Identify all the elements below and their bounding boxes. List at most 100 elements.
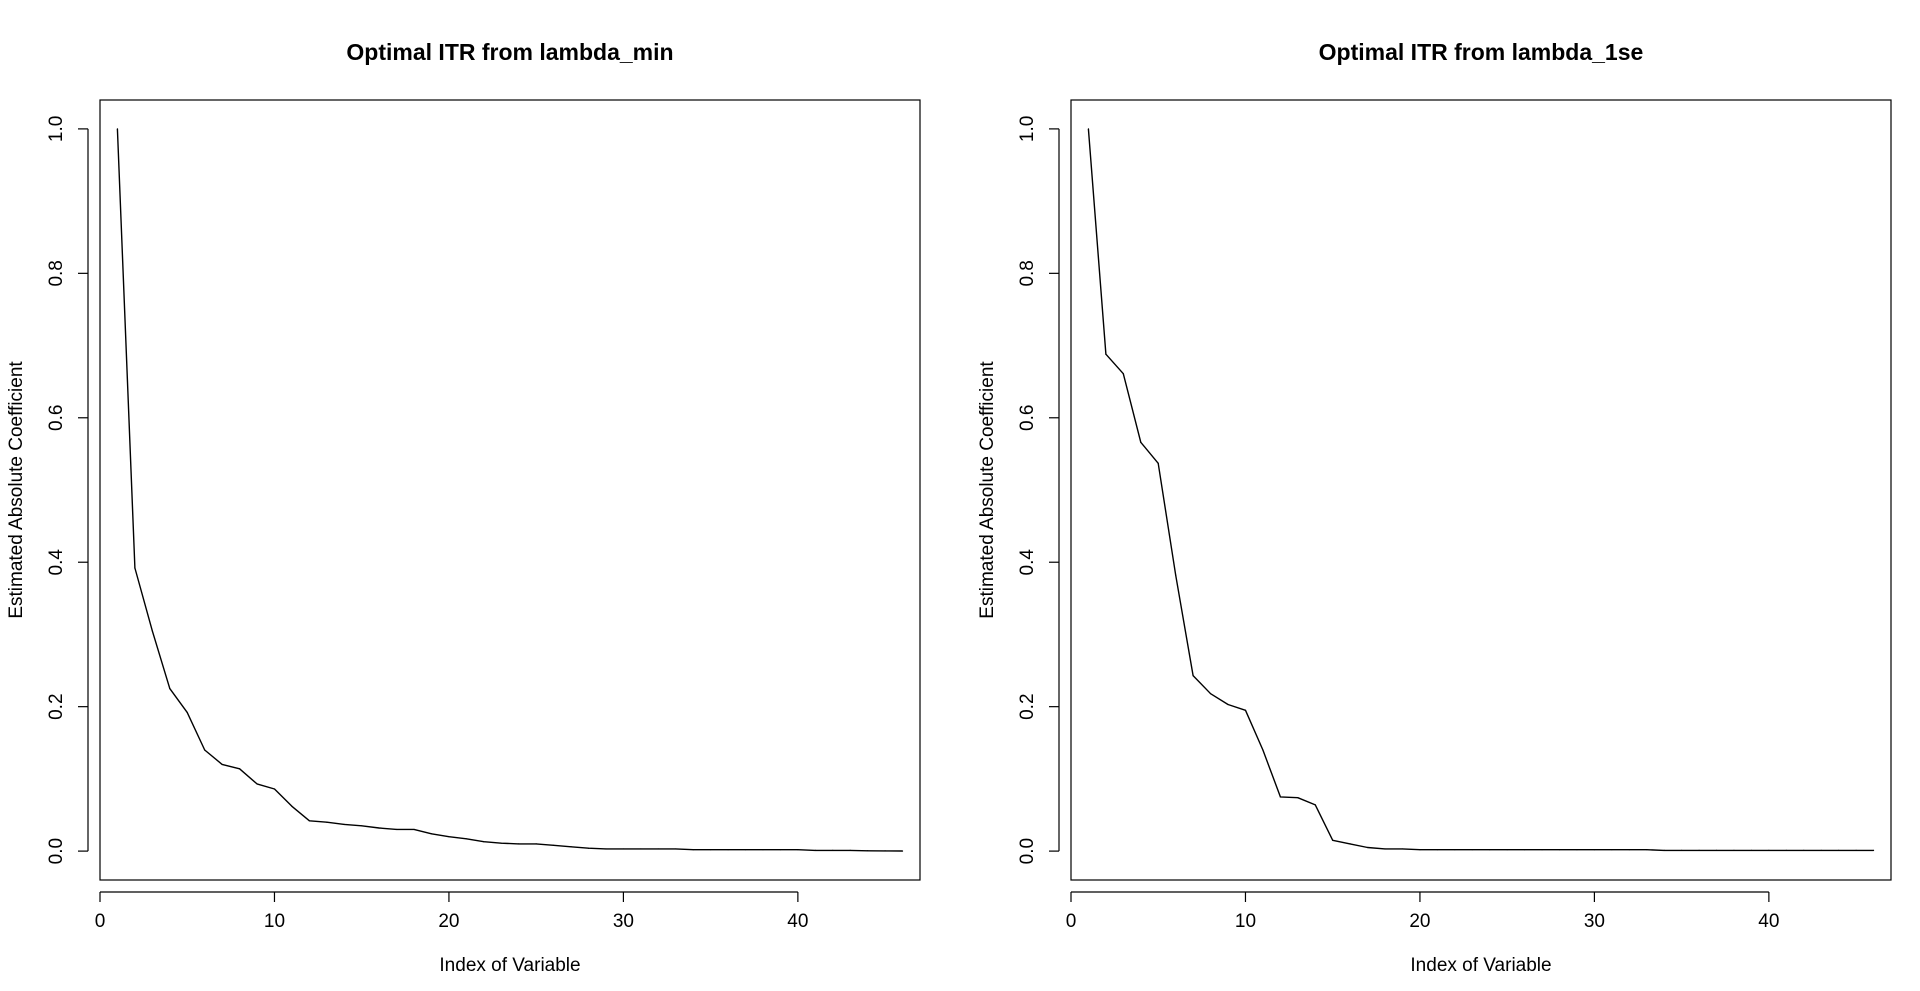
x-tick-label: 30 <box>613 911 634 932</box>
data-point <box>169 688 171 690</box>
data-point <box>901 850 904 852</box>
y-tick-label: 0.4 <box>1017 549 1038 576</box>
data-point <box>570 846 572 848</box>
data-point <box>134 567 136 569</box>
data-point <box>1087 128 1090 130</box>
plot-area-frame <box>1070 99 1892 881</box>
data-point <box>1663 849 1665 851</box>
data-point <box>1366 846 1369 849</box>
y-tick-label: 0.6 <box>1017 405 1038 431</box>
x-tick-label: 10 <box>1235 911 1256 932</box>
data-point <box>413 828 415 831</box>
data-point <box>1611 849 1613 851</box>
y-tick-label: 0.6 <box>46 405 67 431</box>
y-tick-label: 0.8 <box>46 260 67 286</box>
data-point <box>640 848 642 850</box>
data-point <box>1140 441 1142 443</box>
data-point <box>256 783 258 785</box>
data-point <box>1157 462 1159 464</box>
data-point <box>1401 848 1404 850</box>
y-axis-label: Estimated Absolute Coefficient <box>977 361 998 619</box>
data-point <box>1209 693 1212 695</box>
y-tick-label: 0.4 <box>46 549 67 576</box>
data-point <box>204 749 206 751</box>
data-point <box>1855 849 1857 851</box>
data-point <box>1541 849 1543 851</box>
data-point <box>1838 849 1840 851</box>
x-tick-label: 20 <box>438 911 459 932</box>
data-point <box>1768 849 1770 851</box>
y-tick-label: 1.0 <box>46 116 67 142</box>
chart-panel-2: Optimal ITR from lambda_1se Index of Vari… <box>977 39 1892 976</box>
data-point <box>1192 675 1194 677</box>
data-point <box>186 711 188 714</box>
chart-title: Optimal ITR from lambda_1se <box>1319 39 1644 65</box>
data-point <box>1454 849 1456 851</box>
data-point <box>238 768 241 770</box>
data-point <box>779 849 782 851</box>
data-point <box>1122 373 1124 375</box>
data-point <box>727 849 729 851</box>
y-tick-label: 1.0 <box>1017 116 1038 142</box>
data-point <box>1681 849 1683 851</box>
data-point <box>465 838 467 840</box>
x-tick-label: 40 <box>787 911 808 932</box>
data-point <box>849 849 851 851</box>
series-line <box>116 128 903 852</box>
x-axis-label: Index of Variable <box>439 955 580 976</box>
data-point <box>518 843 520 845</box>
y-tick-label: 0.0 <box>1017 838 1038 864</box>
data-point <box>1384 848 1386 850</box>
data-point <box>430 833 433 835</box>
data-point <box>1227 703 1229 706</box>
data-point <box>1175 574 1177 576</box>
x-tick-label: 10 <box>264 911 285 932</box>
y-tick-label: 0.2 <box>46 693 67 719</box>
data-point <box>762 849 764 851</box>
data-point <box>797 849 799 851</box>
data-point <box>814 849 816 851</box>
series-line <box>1087 128 1874 852</box>
data-point <box>1803 849 1805 851</box>
data-point <box>587 847 590 849</box>
data-point <box>1471 849 1473 851</box>
data-point <box>448 836 450 838</box>
data-point <box>535 843 537 845</box>
data-point <box>1698 849 1700 851</box>
data-point <box>1262 749 1264 751</box>
data-point <box>273 788 276 790</box>
data-point <box>343 823 345 825</box>
data-point <box>361 825 363 827</box>
data-point <box>151 630 153 632</box>
data-point <box>500 842 502 844</box>
data-point <box>1872 849 1875 851</box>
data-point <box>291 805 293 807</box>
x-tick-label: 20 <box>1409 911 1430 932</box>
data-point <box>1750 849 1753 851</box>
data-point <box>692 849 694 851</box>
x-axis-label: Index of Variable <box>1410 955 1551 976</box>
data-point <box>1646 849 1648 851</box>
x-tick-label: 0 <box>1066 911 1077 932</box>
data-point <box>221 763 223 766</box>
data-point <box>553 844 555 846</box>
y-tick-label: 0.2 <box>1017 693 1038 719</box>
data-point <box>326 821 328 823</box>
data-point <box>1349 843 1351 845</box>
x-tick-label: 30 <box>1584 911 1605 932</box>
data-point <box>1628 849 1630 851</box>
y-axis-label: Estimated Absolute Coefficient <box>6 361 27 619</box>
y-tick-label: 0.8 <box>1017 260 1038 286</box>
data-point <box>710 849 712 851</box>
data-point <box>1436 849 1438 851</box>
data-point <box>605 848 607 850</box>
data-point <box>1820 849 1822 851</box>
data-point <box>1419 849 1421 851</box>
data-point <box>1558 849 1561 851</box>
data-point <box>1332 839 1334 841</box>
data-point <box>744 849 747 851</box>
data-point <box>675 848 677 850</box>
data-point <box>395 828 398 831</box>
data-point <box>483 841 485 843</box>
